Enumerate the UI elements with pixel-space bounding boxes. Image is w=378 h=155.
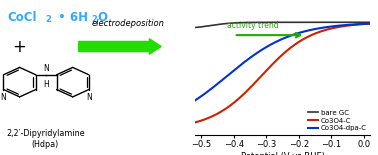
Co3O4-C xyxy=(310,34,314,36)
Text: N: N xyxy=(86,93,92,102)
Co3O4-C xyxy=(368,23,373,25)
Text: 2: 2 xyxy=(45,15,51,24)
Text: • 6H: • 6H xyxy=(54,11,88,24)
Line: bare GC: bare GC xyxy=(195,22,370,28)
Text: N: N xyxy=(43,64,49,73)
Co3O4-dpa-C xyxy=(310,29,314,31)
Text: (Hdpa): (Hdpa) xyxy=(32,140,59,149)
Legend: bare GC, Co3O4-C, Co3O4-dpa-C: bare GC, Co3O4-C, Co3O4-dpa-C xyxy=(308,110,367,131)
bare GC xyxy=(223,23,228,24)
Co3O4-C xyxy=(192,122,197,123)
bare GC xyxy=(238,22,242,24)
Co3O4-dpa-C xyxy=(192,100,197,102)
X-axis label: Potential (V vs RHE): Potential (V vs RHE) xyxy=(240,152,325,155)
Text: +: + xyxy=(13,38,26,55)
bare GC xyxy=(192,27,197,29)
bare GC xyxy=(325,21,329,23)
Co3O4-dpa-C xyxy=(368,23,373,24)
Co3O4-C xyxy=(223,108,228,110)
bare GC xyxy=(368,21,373,23)
Text: H: H xyxy=(43,80,49,89)
Co3O4-C xyxy=(325,29,329,31)
Co3O4-dpa-C xyxy=(223,76,228,78)
Text: O: O xyxy=(97,11,107,24)
Text: N: N xyxy=(1,93,6,102)
Co3O4-C xyxy=(296,41,301,43)
Line: Co3O4-C: Co3O4-C xyxy=(195,24,370,122)
Co3O4-dpa-C xyxy=(272,42,276,44)
Text: 2: 2 xyxy=(91,15,97,24)
Line: Co3O4-dpa-C: Co3O4-dpa-C xyxy=(195,24,370,101)
bare GC xyxy=(272,21,276,23)
Text: electrodeposition: electrodeposition xyxy=(91,19,164,28)
bare GC xyxy=(310,21,314,23)
Co3O4-C xyxy=(238,97,242,99)
Text: 2,2′-Dipyridylamine: 2,2′-Dipyridylamine xyxy=(6,129,85,138)
FancyArrow shape xyxy=(79,39,161,54)
Text: CoCl: CoCl xyxy=(8,11,37,24)
Co3O4-dpa-C xyxy=(296,32,301,34)
Co3O4-dpa-C xyxy=(238,65,242,66)
bare GC xyxy=(296,21,301,23)
Co3O4-dpa-C xyxy=(325,26,329,28)
Co3O4-C xyxy=(272,62,276,63)
Text: activity trend: activity trend xyxy=(227,21,279,30)
